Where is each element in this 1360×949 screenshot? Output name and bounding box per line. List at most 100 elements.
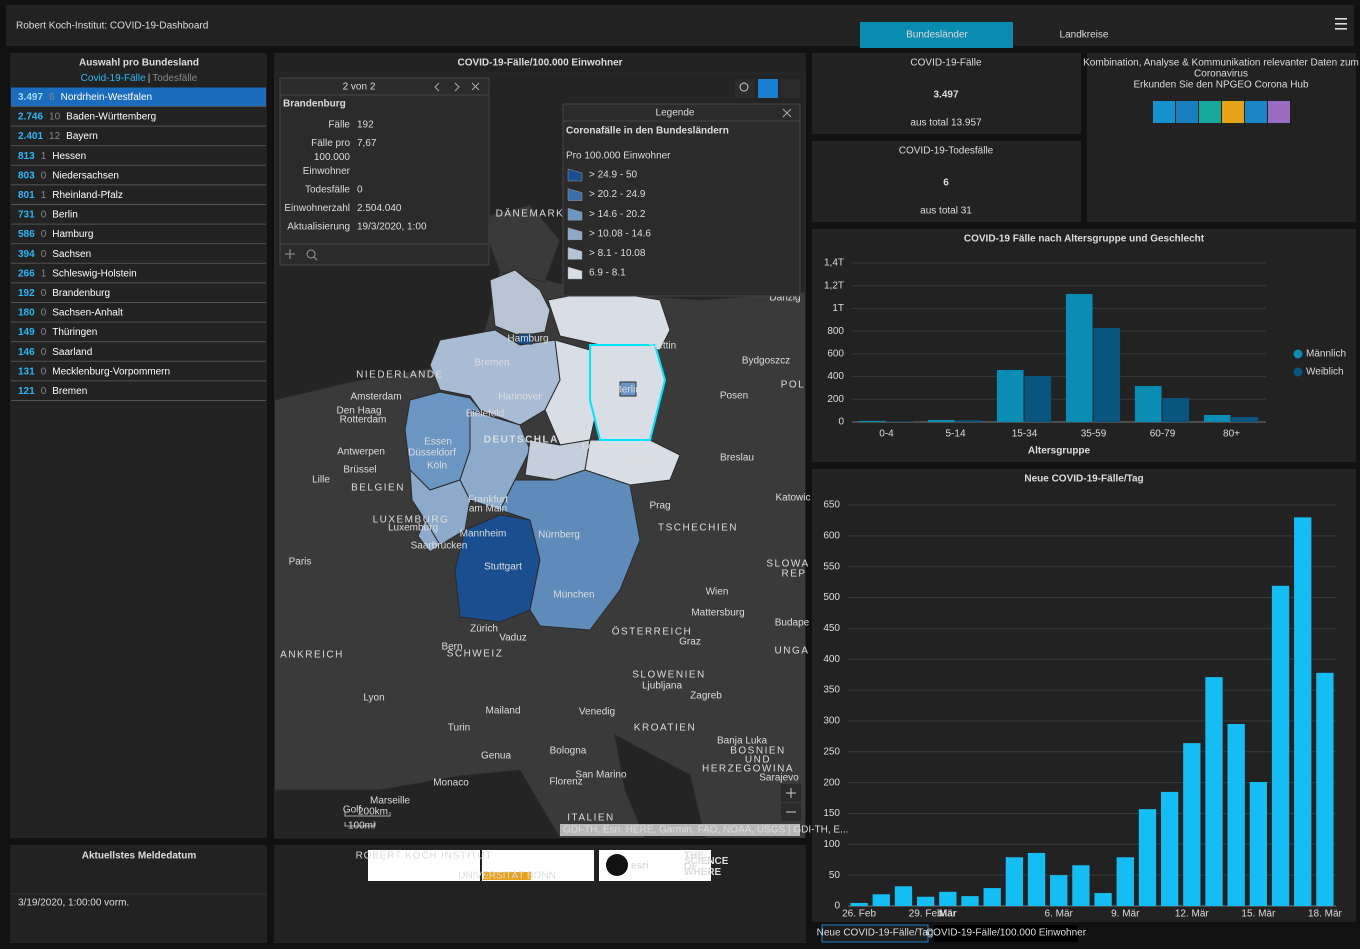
state-row-text: 266 1 Schleswig-Holstein bbox=[18, 268, 137, 279]
y-tick-label: 0 bbox=[838, 417, 844, 428]
map-label: Zagreb bbox=[690, 691, 722, 702]
x-tick-label: 5-14 bbox=[945, 429, 965, 440]
tab[interactable]: Bundesländer bbox=[906, 30, 968, 41]
state-row[interactable] bbox=[11, 342, 266, 362]
map-label: Breslau bbox=[720, 453, 754, 464]
state-row[interactable] bbox=[11, 224, 266, 244]
state-cases: 192 bbox=[18, 288, 35, 299]
map-search[interactable] bbox=[735, 79, 755, 98]
state-hamburg bbox=[517, 333, 533, 345]
map-label: Amsterdam bbox=[350, 392, 401, 403]
chart-tab-active[interactable] bbox=[821, 924, 929, 943]
logo-bonn: UNIVERSITÄT BONN bbox=[458, 870, 556, 882]
state-name: Sachsen-Anhalt bbox=[52, 307, 123, 318]
y-tick-label: 600 bbox=[823, 530, 840, 541]
map-label: LUXEMBURG bbox=[373, 515, 450, 526]
state-row[interactable] bbox=[11, 361, 266, 381]
map-label: Golf bbox=[343, 805, 362, 816]
state-row[interactable] bbox=[11, 381, 266, 401]
bar bbox=[955, 420, 983, 422]
map-label: Paris bbox=[289, 557, 312, 568]
popup-field-label: Aktualisierung bbox=[287, 222, 350, 233]
state-row[interactable] bbox=[11, 322, 266, 342]
x-tick-label: 0-4 bbox=[879, 429, 894, 440]
popup-nav[interactable] bbox=[434, 82, 480, 92]
legend-class: > 14.6 - 20.2 bbox=[589, 209, 646, 220]
state-deaths: 0 bbox=[41, 386, 47, 397]
state-row[interactable] bbox=[11, 146, 266, 166]
tab[interactable]: Landkreise bbox=[1060, 30, 1109, 41]
bar bbox=[1005, 857, 1024, 906]
hamburger-menu[interactable] bbox=[1335, 18, 1347, 30]
state-row-text: 131 0 Mecklenburg-Vorpommern bbox=[18, 366, 170, 377]
scale-bar bbox=[344, 812, 391, 827]
hub-icon bbox=[1268, 101, 1290, 123]
state-deaths: 6 bbox=[49, 92, 55, 103]
info-link[interactable]: Erkunden Sie den NPGEO Corona Hub bbox=[1133, 80, 1309, 91]
y-tick-label: 200 bbox=[823, 777, 840, 788]
logo-tagline: SCIENCE bbox=[684, 856, 729, 867]
state-cases: 266 bbox=[18, 268, 35, 279]
state-row[interactable] bbox=[11, 165, 266, 185]
bar bbox=[1116, 857, 1134, 906]
state-deaths: 1 bbox=[41, 268, 47, 279]
hub-icon bbox=[1153, 101, 1175, 123]
state-row[interactable] bbox=[11, 244, 266, 264]
state-deaths: 0 bbox=[41, 229, 47, 240]
state-row[interactable] bbox=[11, 87, 266, 107]
bar bbox=[1027, 852, 1046, 906]
map-label: Den Haag bbox=[336, 406, 381, 417]
state-deaths: 0 bbox=[41, 327, 47, 338]
bar bbox=[894, 886, 913, 906]
map-label: Bologna bbox=[550, 746, 587, 757]
state-row[interactable] bbox=[11, 185, 266, 205]
map-label: Wien bbox=[706, 587, 729, 598]
map-label: ITALIEN bbox=[567, 813, 615, 824]
state-name: Hamburg bbox=[52, 229, 93, 240]
chart-tab[interactable] bbox=[934, 925, 1078, 942]
popup-tools[interactable] bbox=[285, 249, 318, 261]
map-grid[interactable] bbox=[780, 79, 800, 98]
map-label: ÖSTERREICH bbox=[612, 626, 693, 638]
stat-total: aus total 13.957 bbox=[910, 118, 982, 129]
popup-field-label: Einwohner bbox=[303, 166, 351, 177]
bar bbox=[1249, 781, 1268, 906]
bar bbox=[1138, 809, 1157, 906]
bar bbox=[1094, 893, 1112, 906]
state-row[interactable] bbox=[11, 303, 266, 323]
state-deaths: 1 bbox=[41, 150, 47, 161]
map-label: Budape bbox=[775, 618, 810, 629]
state-row[interactable] bbox=[11, 107, 266, 127]
state-row-text: 2.746 10 Baden-Württemberg bbox=[18, 111, 156, 122]
state-area bbox=[417, 518, 441, 553]
state-name: Berlin bbox=[52, 209, 78, 220]
state-deaths: 0 bbox=[41, 170, 47, 181]
legend-close[interactable] bbox=[782, 108, 792, 118]
state-row[interactable] bbox=[11, 205, 266, 225]
popup-field-label: 100.000 bbox=[314, 152, 351, 163]
state-cases: 731 bbox=[18, 209, 35, 220]
state-cases: 121 bbox=[18, 386, 35, 397]
state-row[interactable] bbox=[11, 283, 266, 303]
legend-class: > 20.2 - 24.9 bbox=[589, 189, 646, 200]
map-label: Bielefeld bbox=[466, 409, 504, 420]
map-list[interactable] bbox=[758, 79, 778, 98]
legend-title: Legende bbox=[656, 108, 695, 119]
info-text: Kombination, Analyse & Kommunikation rel… bbox=[1083, 58, 1359, 69]
legend-label: Weiblich bbox=[1306, 367, 1344, 378]
map-label: Prag bbox=[649, 501, 670, 512]
logo-tagline: WHERE bbox=[684, 867, 722, 878]
map-label: Dresden bbox=[620, 456, 658, 467]
state-name: Thüringen bbox=[52, 327, 97, 338]
y-tick-label: 250 bbox=[823, 746, 840, 757]
state-row[interactable] bbox=[11, 263, 266, 283]
popup-field-value: 192 bbox=[357, 120, 374, 131]
map-label: Mailand bbox=[485, 706, 520, 717]
bar bbox=[1134, 385, 1162, 422]
chart-tab: Neue COVID-19-Fälle/Tag bbox=[817, 928, 934, 939]
state-row[interactable] bbox=[11, 126, 266, 146]
state-deaths: 1 bbox=[41, 190, 47, 201]
x-tick-label: 15. Mär bbox=[1241, 909, 1276, 920]
y-tick-label: 550 bbox=[823, 561, 840, 572]
map-label: NIEDERLANDE bbox=[356, 370, 444, 381]
